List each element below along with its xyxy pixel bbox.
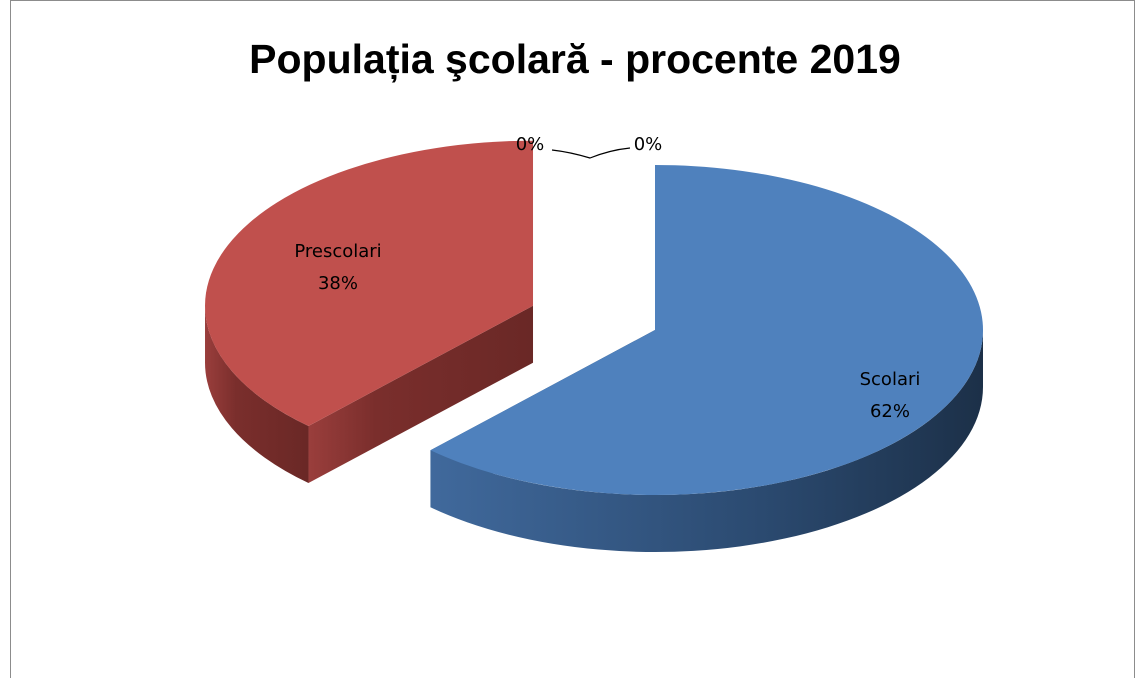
- slice-top: [430, 165, 984, 496]
- chart-title: Populația şcolară - procente 2019: [249, 36, 901, 82]
- leader-line: [551, 147, 631, 159]
- slice-wall: [308, 305, 534, 483]
- slice-side: [205, 305, 309, 483]
- slice: [430, 165, 984, 552]
- slice-value-label: 0%: [516, 134, 545, 155]
- slice-top: [205, 140, 534, 426]
- pie: [205, 140, 984, 552]
- slice-name: Prescolari: [294, 241, 381, 262]
- slice-value-label: 38%: [318, 273, 358, 294]
- slice-value-label: 62%: [870, 401, 910, 422]
- slice-side: [430, 330, 984, 552]
- slice-value-label: 0%: [634, 134, 663, 155]
- slice-name: Scolari: [860, 369, 921, 390]
- slice: [205, 140, 534, 483]
